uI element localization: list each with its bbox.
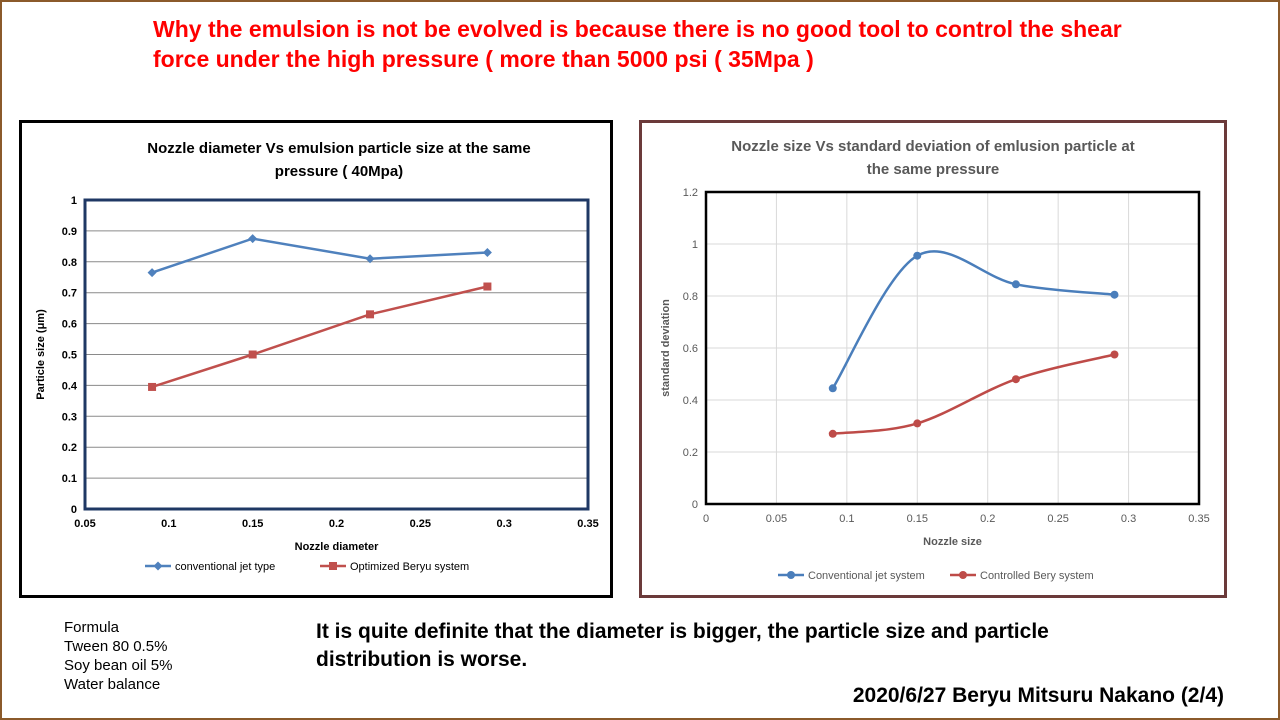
y-tick-label: 0.7: [62, 288, 77, 300]
legend-marker: [787, 571, 795, 579]
x-tick-label: 0: [703, 513, 709, 525]
x-tick-label: 0.2: [329, 518, 344, 530]
y-tick-label: 0.4: [683, 395, 698, 407]
x-tick-label: 0.35: [577, 518, 598, 530]
y-tick-label: 0.6: [683, 343, 698, 355]
y-tick-label: 0.8: [683, 291, 698, 303]
x-tick-label: 0.05: [74, 518, 95, 530]
data-point-series-2: [828, 429, 837, 438]
x-axis-label: Nozzle size: [923, 536, 982, 548]
x-tick-label: 0.15: [907, 513, 928, 525]
y-tick-label: 1.2: [683, 187, 698, 199]
plot-area-frame: [704, 190, 1201, 506]
y-tick-label: 0.2: [683, 447, 698, 459]
legend-marker: [153, 561, 163, 571]
y-axis-label: standard deviation: [660, 299, 672, 397]
x-tick-label: 0.25: [1047, 513, 1068, 525]
headline: Why the emulsion is not be evolved is be…: [153, 16, 1122, 72]
conclusion-text: It is quite definite that the diameter i…: [316, 620, 1049, 671]
formula-line: Water balance: [64, 676, 161, 693]
y-tick-label: 0.4: [62, 380, 78, 392]
legend-label: Controlled Bery system: [980, 570, 1094, 582]
y-tick-label: 0: [692, 499, 698, 511]
legend-label: Optimized Beryu system: [350, 561, 469, 573]
y-tick-label: 0.9: [62, 226, 77, 238]
data-point-series-1: [365, 254, 375, 264]
series-line-1: [151, 237, 488, 274]
legend-marker: [959, 571, 967, 579]
formula-line: Soy bean oil 5%: [64, 657, 173, 674]
formula-line: Tween 80 0.5%: [64, 638, 168, 655]
x-tick-label: 0.3: [1121, 513, 1136, 525]
series-line-1: [831, 250, 1115, 389]
data-point-series-1: [1110, 290, 1119, 299]
chart-standard-deviation: Nozzle size Vs standard deviation of eml…: [639, 120, 1227, 598]
footer-credit: 2020/6/27 Beryu Mitsuru Nakano (2/4): [852, 684, 1224, 707]
chart-particle-size: Nozzle diameter Vs emulsion particle siz…: [19, 120, 613, 598]
series-line-2: [151, 285, 488, 389]
data-point-series-1: [482, 248, 492, 258]
chart-title: the same pressure: [867, 161, 1000, 178]
y-axis-label: Particle size (μm): [35, 309, 47, 400]
data-point-series-2: [148, 382, 157, 391]
y-tick-label: 0.2: [62, 442, 77, 454]
x-tick-label: 0.2: [980, 513, 995, 525]
chart-title: Nozzle size Vs standard deviation of eml…: [731, 138, 1134, 155]
x-tick-label: 0.35: [1188, 513, 1209, 525]
data-point-series-2: [1110, 350, 1119, 359]
x-tick-label: 0.3: [497, 518, 512, 530]
y-tick-label: 0.8: [62, 257, 77, 269]
formula-title: Formula: [64, 619, 120, 636]
x-tick-label: 0.25: [410, 518, 431, 530]
x-tick-label: 0.1: [161, 518, 176, 530]
x-tick-label: 0.15: [242, 518, 263, 530]
legend-label: conventional jet type: [175, 561, 275, 573]
y-tick-label: 0: [71, 504, 77, 516]
x-axis-label: Nozzle diameter: [295, 541, 379, 553]
plot-area-frame: [83, 198, 590, 511]
y-tick-label: 1: [71, 195, 77, 207]
y-tick-label: 0.6: [62, 319, 77, 331]
formula-block: Formula Tween 80 0.5% Soy bean oil 5% Wa…: [64, 618, 172, 694]
data-point-series-2: [1011, 375, 1020, 384]
legend-marker: [329, 562, 337, 570]
data-point-series-1: [1011, 280, 1020, 289]
data-point-series-2: [366, 310, 375, 319]
data-point-series-1: [913, 251, 922, 260]
y-tick-label: 0.5: [62, 350, 77, 362]
data-point-series-2: [248, 350, 257, 359]
y-tick-label: 0.3: [62, 411, 77, 423]
chart-particle-size-svg: Nozzle diameter Vs emulsion particle siz…: [35, 140, 599, 573]
data-point-series-1: [147, 268, 157, 278]
data-point-series-2: [483, 282, 492, 291]
chart-standard-deviation-svg: Nozzle size Vs standard deviation of eml…: [660, 138, 1210, 582]
data-point-series-1: [828, 384, 837, 393]
x-tick-label: 0.1: [839, 513, 854, 525]
legend-label: Conventional jet system: [808, 570, 925, 582]
data-point-series-1: [248, 234, 258, 244]
chart-title: Nozzle diameter Vs emulsion particle siz…: [147, 140, 530, 157]
series-line-2: [832, 353, 1115, 436]
x-tick-label: 0.05: [766, 513, 787, 525]
y-tick-label: 0.1: [62, 473, 77, 485]
chart-title: pressure ( 40Mpa): [275, 163, 403, 180]
y-tick-label: 1: [692, 239, 698, 251]
data-point-series-2: [913, 419, 922, 428]
